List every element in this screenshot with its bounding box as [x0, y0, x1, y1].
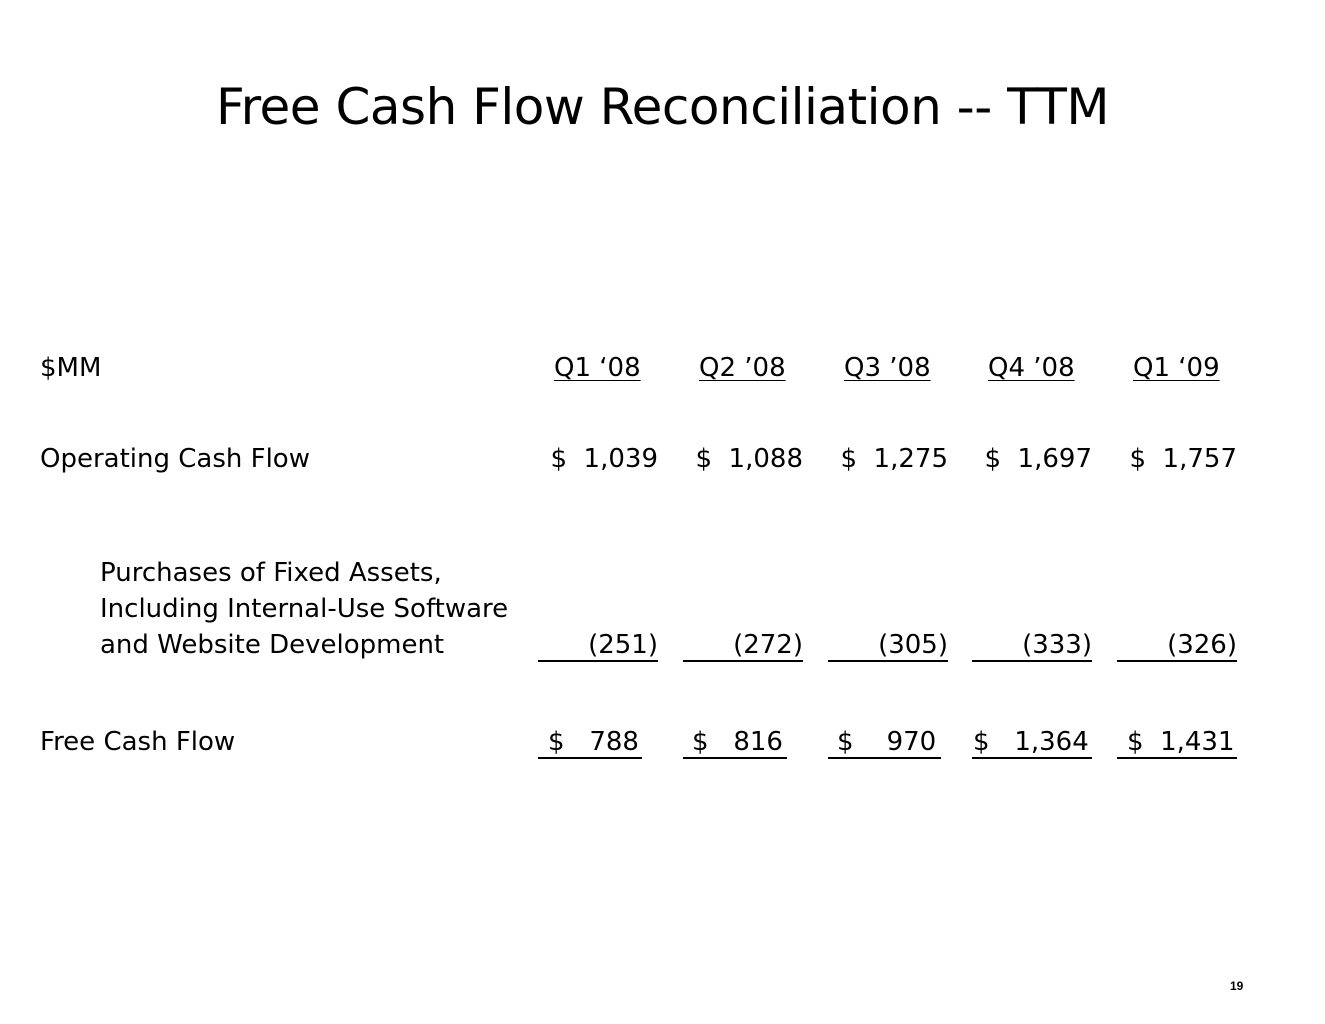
operating-cash-flow-label: Operating Cash Flow — [40, 444, 310, 474]
purchases-label-line-3: and Website Development — [100, 630, 445, 660]
operating-cash-flow-q1-09: $ 1,757 — [1129, 444, 1237, 474]
operating-cash-flow-q2-08: $ 1,088 — [695, 444, 803, 474]
purchases-underline-q1-08 — [538, 660, 658, 662]
free-cash-flow-underline-q3-08 — [828, 757, 941, 759]
purchases-q3-08: (305) — [878, 630, 948, 660]
period-header-q4-08: Q4 ’08 — [988, 353, 1075, 383]
page-number: 19 — [1230, 979, 1244, 993]
purchases-label-line-1: Purchases of Fixed Assets, — [100, 558, 442, 588]
purchases-underline-q2-08 — [683, 660, 803, 662]
free-cash-flow-underline-q1-08 — [538, 757, 642, 759]
free-cash-flow-label: Free Cash Flow — [40, 727, 236, 757]
purchases-q2-08: (272) — [733, 630, 803, 660]
purchases-q1-08: (251) — [588, 630, 658, 660]
purchases-underline-q4-08 — [972, 660, 1092, 662]
free-cash-flow-underline-q4-08 — [972, 757, 1092, 759]
purchases-label-line-2: Including Internal-Use Software — [100, 594, 509, 624]
free-cash-flow-q2-08: $ 816 — [692, 727, 783, 757]
unit-label: $MM — [40, 353, 102, 383]
purchases-underline-q3-08 — [828, 660, 948, 662]
period-header-q3-08: Q3 ’08 — [844, 353, 931, 383]
purchases-underline-q1-09 — [1117, 660, 1237, 662]
free-cash-flow-underline-q1-09 — [1117, 757, 1237, 759]
period-header-q1-08: Q1 ‘08 — [554, 353, 641, 383]
operating-cash-flow-q3-08: $ 1,275 — [840, 444, 948, 474]
period-header-q1-09: Q1 ‘09 — [1133, 353, 1220, 383]
operating-cash-flow-q4-08: $ 1,697 — [984, 444, 1092, 474]
free-cash-flow-q3-08: $ 970 — [837, 727, 937, 757]
operating-cash-flow-q1-08: $ 1,039 — [550, 444, 658, 474]
free-cash-flow-underline-q2-08 — [683, 757, 787, 759]
free-cash-flow-q1-09: $ 1,431 — [1127, 727, 1235, 757]
free-cash-flow-q1-08: $ 788 — [548, 727, 639, 757]
page-title: Free Cash Flow Reconciliation -- TTM — [215, 78, 1110, 136]
purchases-q1-09: (326) — [1167, 630, 1237, 660]
period-header-q2-08: Q2 ’08 — [699, 353, 786, 383]
free-cash-flow-q4-08: $ 1,364 — [973, 727, 1089, 757]
purchases-q4-08: (333) — [1022, 630, 1092, 660]
